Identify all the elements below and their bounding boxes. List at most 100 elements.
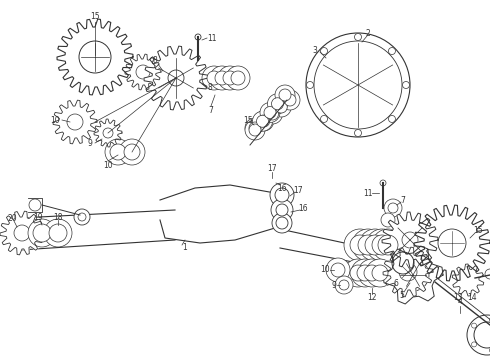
Circle shape — [263, 104, 283, 124]
Circle shape — [276, 217, 288, 229]
Polygon shape — [20, 210, 180, 250]
Circle shape — [276, 204, 288, 216]
Text: 14: 14 — [467, 293, 477, 302]
Circle shape — [351, 259, 379, 287]
Circle shape — [275, 85, 295, 105]
Circle shape — [366, 259, 394, 287]
Polygon shape — [0, 211, 44, 255]
Text: 3: 3 — [313, 45, 318, 54]
Polygon shape — [94, 119, 122, 147]
Text: 12: 12 — [367, 292, 377, 302]
Circle shape — [359, 229, 391, 261]
Circle shape — [438, 229, 466, 257]
Circle shape — [344, 229, 376, 261]
Circle shape — [388, 203, 398, 213]
Circle shape — [372, 265, 388, 281]
Circle shape — [210, 66, 234, 90]
Circle shape — [474, 322, 490, 348]
Circle shape — [344, 259, 372, 287]
Circle shape — [389, 116, 395, 122]
Circle shape — [168, 70, 184, 86]
Text: 17: 17 — [293, 185, 303, 194]
Text: 4: 4 — [458, 297, 463, 306]
Circle shape — [400, 246, 406, 252]
Circle shape — [124, 144, 140, 160]
Circle shape — [378, 235, 398, 255]
Text: 7: 7 — [209, 105, 214, 114]
Circle shape — [256, 115, 269, 127]
Text: 10: 10 — [50, 116, 60, 125]
Text: 2: 2 — [366, 28, 370, 37]
Polygon shape — [275, 228, 405, 272]
Circle shape — [260, 103, 280, 122]
Text: 15: 15 — [243, 116, 253, 125]
Circle shape — [249, 122, 261, 134]
Circle shape — [245, 120, 265, 140]
Polygon shape — [452, 264, 484, 296]
Text: 6: 6 — [393, 279, 398, 288]
Circle shape — [29, 199, 41, 211]
Circle shape — [272, 213, 292, 233]
Circle shape — [392, 252, 414, 274]
Circle shape — [354, 33, 362, 41]
Circle shape — [384, 199, 402, 217]
Circle shape — [331, 263, 345, 277]
Circle shape — [372, 229, 404, 261]
Circle shape — [485, 269, 490, 279]
Polygon shape — [125, 54, 161, 90]
Circle shape — [79, 41, 111, 73]
Circle shape — [254, 111, 274, 131]
Text: 10: 10 — [103, 161, 113, 170]
Circle shape — [264, 107, 276, 118]
Circle shape — [365, 235, 385, 255]
Circle shape — [245, 118, 265, 138]
Circle shape — [385, 245, 421, 281]
Polygon shape — [382, 212, 438, 268]
Circle shape — [320, 116, 327, 122]
Circle shape — [358, 259, 386, 287]
Circle shape — [471, 323, 477, 328]
Circle shape — [275, 101, 287, 113]
Circle shape — [352, 229, 384, 261]
Circle shape — [364, 265, 380, 281]
Circle shape — [271, 97, 291, 117]
Circle shape — [268, 94, 288, 114]
Circle shape — [33, 224, 51, 242]
Circle shape — [74, 209, 90, 225]
Circle shape — [67, 114, 83, 130]
Circle shape — [110, 144, 126, 160]
Circle shape — [105, 139, 131, 165]
Circle shape — [307, 81, 314, 89]
Circle shape — [397, 259, 429, 291]
Text: 17: 17 — [267, 163, 277, 172]
Circle shape — [320, 48, 327, 55]
Circle shape — [218, 66, 242, 90]
Circle shape — [467, 315, 490, 355]
Circle shape — [408, 270, 418, 280]
Polygon shape — [160, 185, 290, 243]
Circle shape — [339, 280, 349, 290]
Text: 8: 8 — [208, 82, 212, 91]
Text: 10: 10 — [320, 266, 330, 275]
Text: 13: 13 — [453, 293, 463, 302]
Text: 8: 8 — [152, 55, 157, 64]
Circle shape — [275, 188, 289, 202]
Circle shape — [44, 219, 72, 247]
Circle shape — [471, 342, 477, 347]
Circle shape — [402, 232, 418, 248]
Text: 20: 20 — [7, 213, 17, 222]
Circle shape — [280, 90, 300, 110]
Circle shape — [380, 180, 386, 186]
Circle shape — [350, 235, 370, 255]
Text: 16: 16 — [298, 203, 308, 212]
Circle shape — [354, 130, 362, 136]
Circle shape — [481, 329, 490, 341]
Circle shape — [103, 128, 113, 138]
Circle shape — [372, 235, 392, 255]
Text: 18: 18 — [53, 212, 63, 221]
Circle shape — [399, 263, 417, 281]
Circle shape — [271, 98, 284, 110]
Text: 5: 5 — [399, 291, 404, 300]
Polygon shape — [57, 19, 133, 95]
Circle shape — [252, 111, 272, 131]
